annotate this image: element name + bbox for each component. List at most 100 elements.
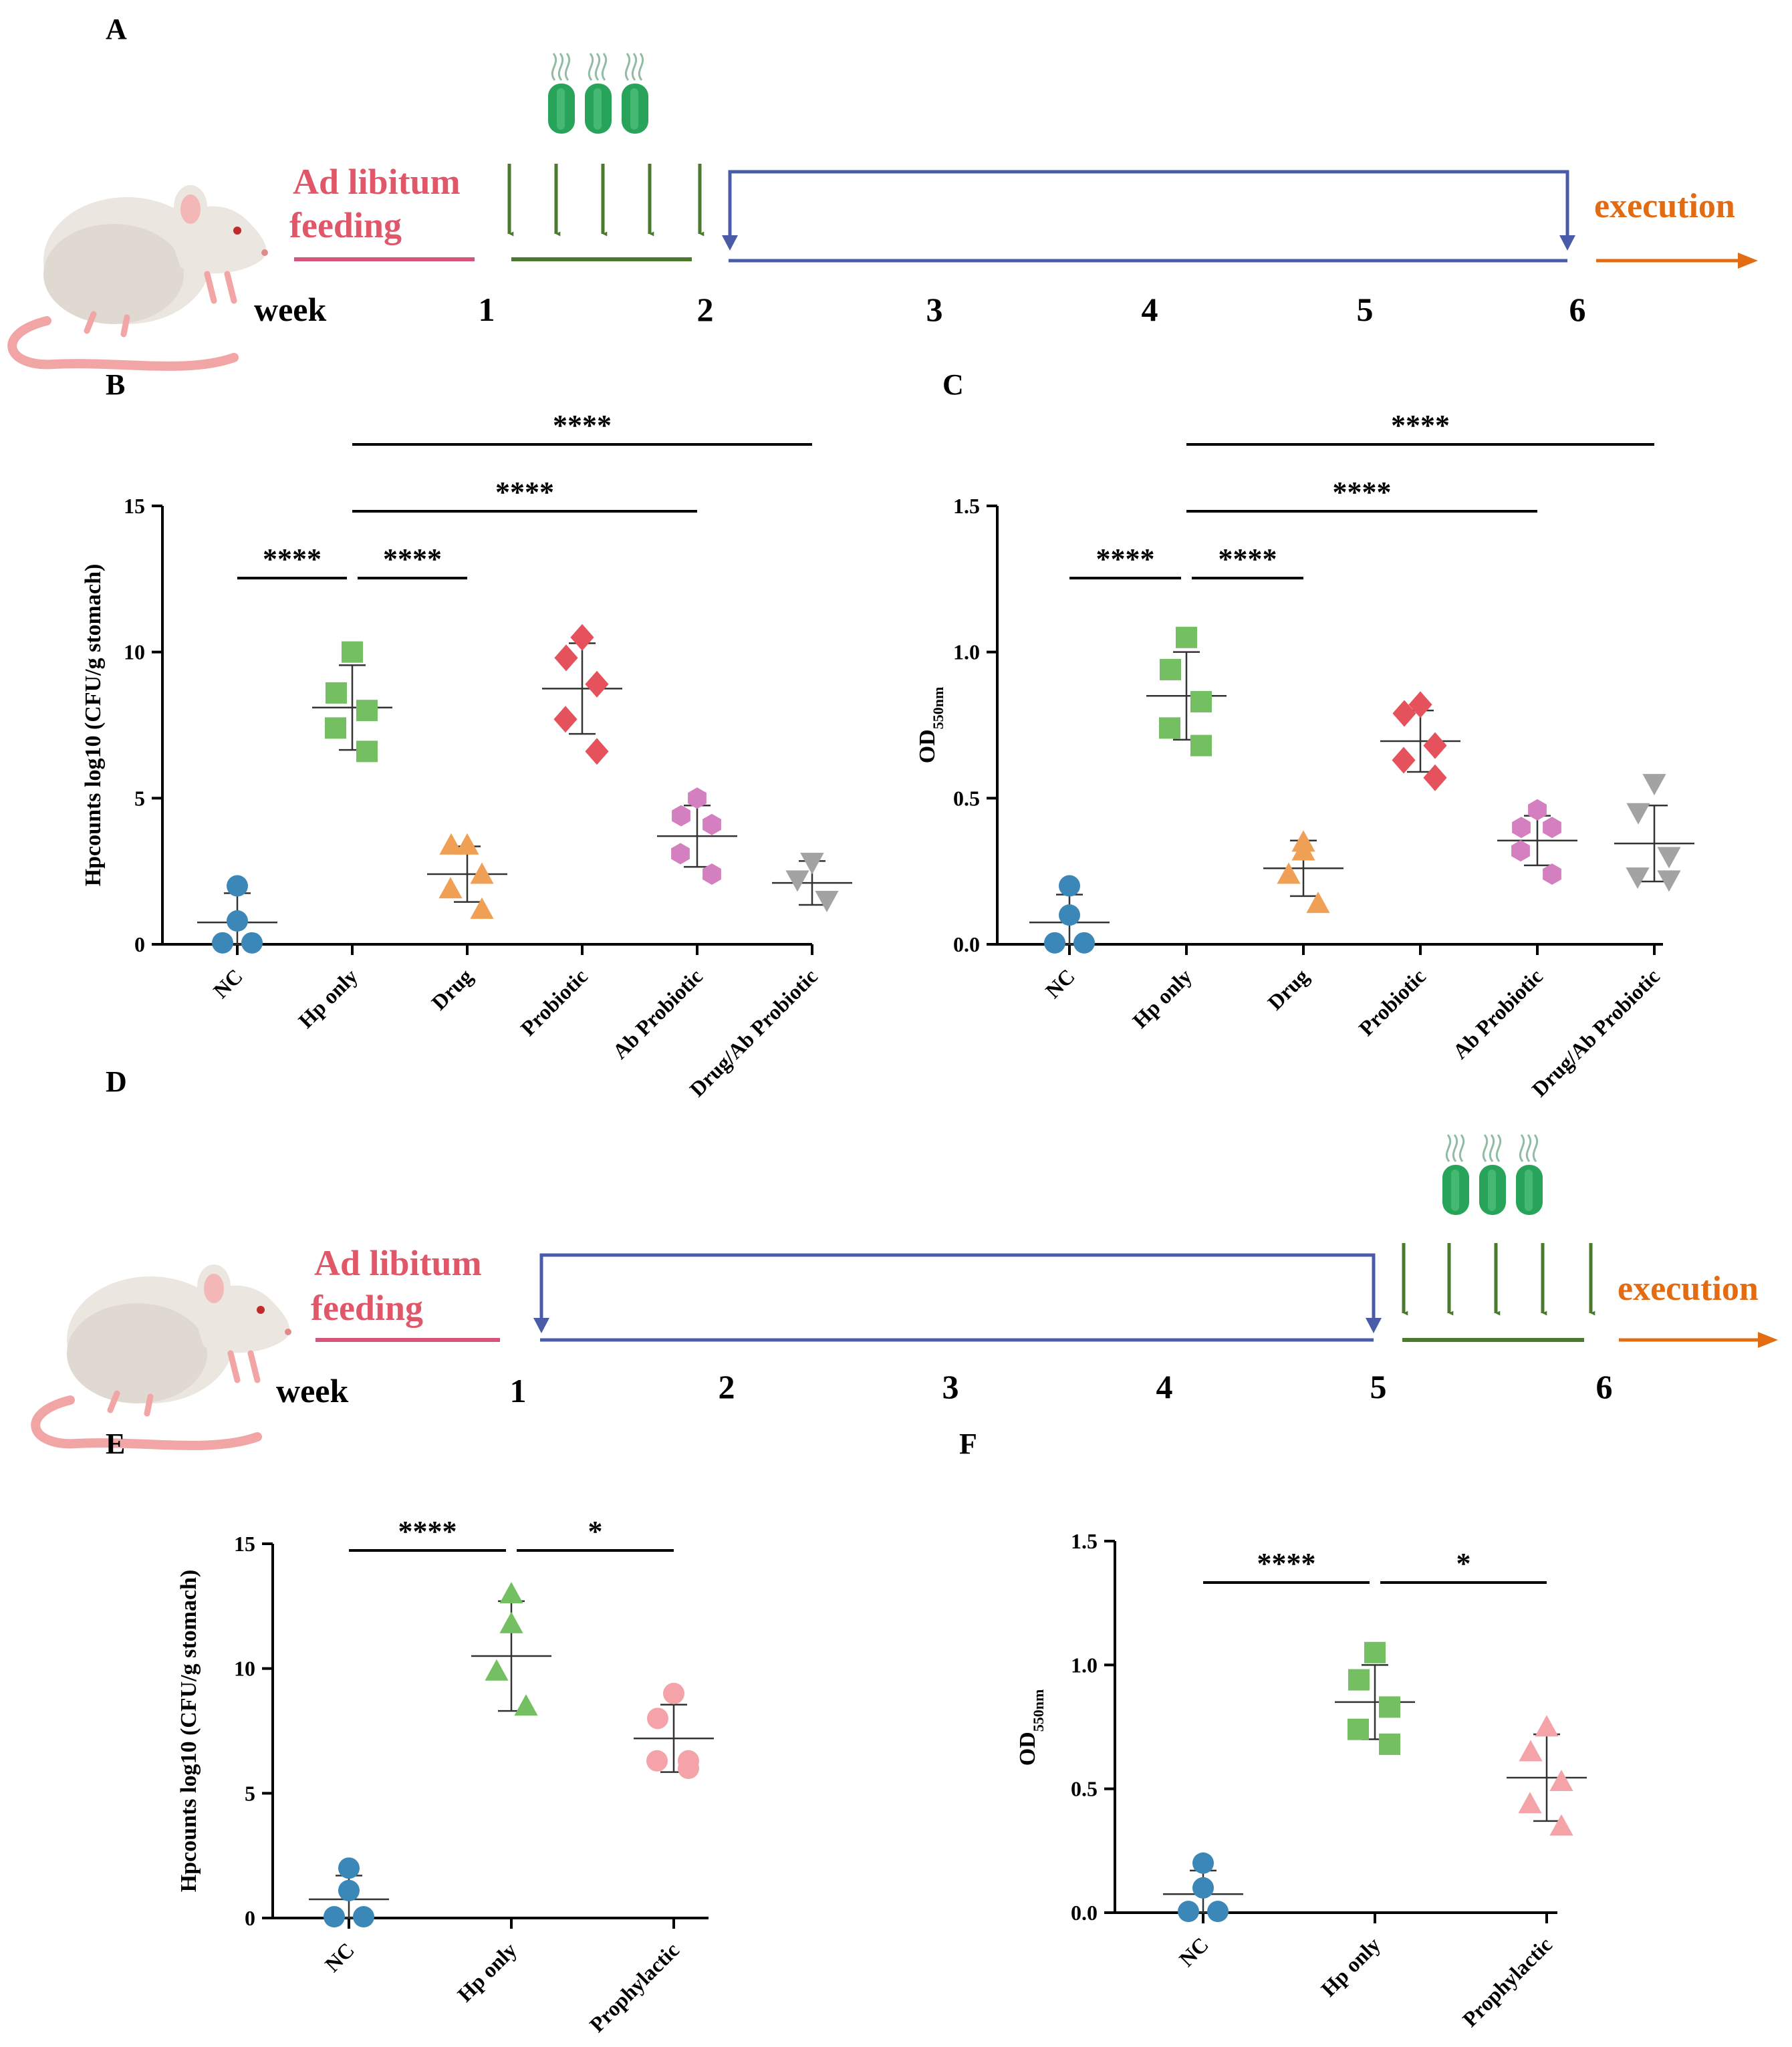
timeline-a: A Ad libitum feeding execution: [12, 13, 1758, 366]
data-point: [1528, 799, 1547, 821]
data-group: [657, 787, 737, 885]
data-point: [785, 870, 809, 892]
data-point: [671, 843, 690, 865]
week-1: 1: [510, 1372, 527, 1409]
data-point: [585, 738, 609, 765]
execution-label: execution: [1594, 187, 1735, 225]
data-point: [1159, 717, 1180, 739]
data-point: [241, 932, 263, 954]
mouse-icon: [35, 1264, 291, 1446]
x-tick-label: NC: [1041, 964, 1079, 1002]
y-tick-label: 0: [134, 932, 145, 956]
data-point: [1626, 867, 1650, 890]
data-point: [1178, 1901, 1199, 1923]
y-tick-label: 1.5: [1071, 1529, 1098, 1553]
panel-label-c: C: [942, 368, 964, 401]
week-6: 6: [1569, 291, 1586, 328]
data-group: [1497, 799, 1577, 885]
x-tick-label: Hp only: [1128, 964, 1196, 1033]
data-point: [338, 1857, 360, 1879]
x-tick-label: NC: [209, 964, 247, 1002]
panel-label-d: D: [106, 1065, 127, 1098]
feeding-label-line2: feeding: [311, 1288, 423, 1328]
chart-e: 0 5 10 15 Hpcounts log10 (CFU/g stomach) NC Hp…: [176, 1515, 714, 2037]
x-tick-label: Probiotic: [1354, 964, 1430, 1040]
data-group: [1507, 1715, 1587, 1836]
data-group: [772, 853, 852, 912]
data-point: [570, 624, 594, 651]
x-tick-label: Drug/Ab Probiotic: [1527, 964, 1664, 1101]
data-point: [1190, 691, 1212, 713]
week-5: 5: [1370, 1368, 1387, 1405]
data-point: [1543, 863, 1561, 885]
data-group: [471, 1582, 551, 1716]
data-point: [326, 682, 347, 704]
x-tick-label: Drug: [426, 964, 477, 1014]
data-point: [1379, 1733, 1400, 1755]
bacteria-icon: [1441, 1133, 1544, 1216]
infection-arrows: [1402, 1243, 1595, 1316]
x-tick-label: NC: [320, 1937, 359, 1976]
data-point: [455, 833, 479, 855]
data-point: [1059, 875, 1080, 897]
feeding-label-line1: Ad libitum: [314, 1243, 482, 1283]
data-point: [678, 1758, 699, 1779]
data-point: [553, 706, 578, 733]
data-point: [1512, 817, 1531, 839]
data-group: [1263, 830, 1343, 914]
data-group: [197, 875, 277, 954]
data-point: [1423, 732, 1447, 759]
y-axis-label: OD550nm: [915, 687, 946, 764]
significance-label: ****: [383, 543, 442, 575]
data-group: [1146, 626, 1227, 757]
data-group: [309, 1857, 389, 1928]
data-point: [499, 1582, 523, 1604]
timeline-d: D Ad libitum feeding execution: [35, 1065, 1778, 1446]
data-point: [212, 932, 233, 954]
data-point: [1408, 691, 1432, 718]
week-2: 2: [697, 291, 714, 328]
data-point: [1192, 1852, 1214, 1874]
data-point: [1176, 626, 1197, 648]
data-point: [356, 740, 378, 763]
significance-label: ****: [1391, 409, 1450, 442]
data-point: [485, 1659, 509, 1681]
week-3: 3: [926, 291, 943, 328]
data-point: [338, 1879, 360, 1901]
data-point: [1423, 764, 1447, 791]
data-point: [1207, 1901, 1229, 1923]
x-tick-label: NC: [1174, 1932, 1213, 1971]
data-point: [1059, 904, 1080, 926]
panel-label-b: B: [106, 368, 125, 401]
data-point: [1190, 734, 1212, 757]
data-point: [646, 1750, 668, 1772]
mouse-icon: [12, 185, 268, 366]
y-tick-label: 0.0: [953, 932, 980, 956]
data-point: [1392, 700, 1416, 727]
data-point: [702, 813, 721, 835]
y-axis-label: Hpcounts log10 (CFU/g stomach): [176, 1570, 201, 1893]
y-axis-label: OD550nm: [1015, 1689, 1047, 1766]
data-point: [554, 644, 578, 672]
x-tick-label: Ab Probiotic: [608, 964, 707, 1063]
significance-label: ****: [553, 409, 612, 442]
y-tick-label: 15: [234, 1532, 255, 1556]
data-point: [470, 897, 494, 919]
data-point: [585, 670, 609, 698]
panel-label-f: F: [959, 1427, 977, 1460]
chart-c: 0.0 0.5 1.0 1.5 OD550nm NC Hp only Drug Probioti…: [915, 409, 1694, 1101]
week-2: 2: [719, 1368, 735, 1405]
data-group: [312, 641, 392, 763]
x-tick-label: Prophylactic: [1458, 1932, 1557, 2031]
week-1: 1: [479, 291, 495, 328]
data-point: [800, 853, 824, 875]
data-point: [1626, 803, 1650, 825]
y-tick-label: 1.5: [953, 494, 980, 518]
data-point: [1348, 1669, 1370, 1691]
significance-label: ****: [263, 543, 322, 575]
execution-arrow: [1619, 1332, 1778, 1348]
data-group: [542, 624, 622, 765]
data-point: [1192, 1877, 1214, 1899]
data-point: [1392, 746, 1416, 774]
